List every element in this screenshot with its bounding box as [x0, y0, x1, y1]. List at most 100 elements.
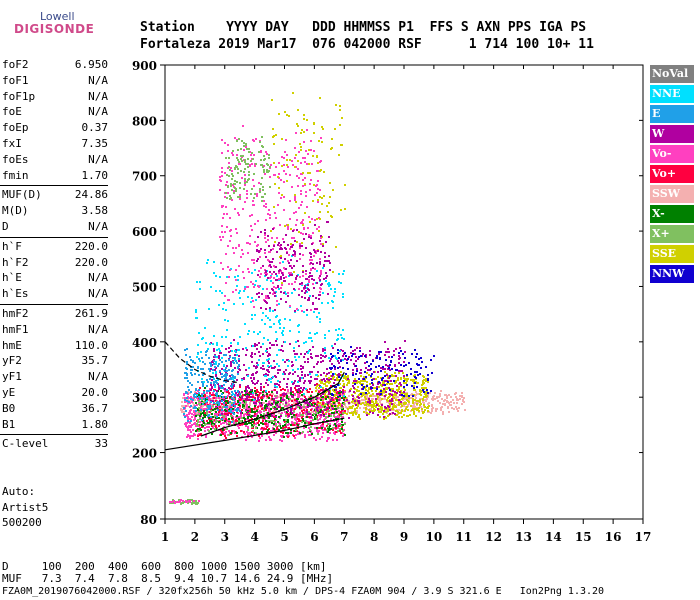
echo-point: [441, 406, 443, 408]
echo-point: [334, 291, 336, 293]
echo-point: [273, 434, 275, 436]
echo-point: [247, 426, 249, 428]
echo-point: [303, 382, 305, 384]
echo-point: [224, 196, 226, 198]
echo-point: [311, 163, 313, 165]
echo-point: [418, 410, 420, 412]
echo-point: [294, 422, 296, 424]
echo-point: [272, 376, 274, 378]
echo-point: [306, 163, 308, 165]
echo-point: [231, 421, 233, 423]
echo-point: [396, 385, 398, 387]
echo-point: [263, 386, 265, 388]
echo-point: [425, 393, 427, 395]
echo-point: [322, 387, 324, 389]
echo-point: [199, 415, 201, 417]
echo-point: [284, 389, 286, 391]
echo-point: [253, 377, 255, 379]
echo-point: [252, 179, 254, 181]
echo-point: [307, 413, 309, 415]
echo-point: [397, 411, 399, 413]
echo-point: [245, 439, 247, 441]
echo-point: [284, 361, 286, 363]
echo-point: [302, 254, 304, 256]
echo-point: [272, 293, 274, 295]
echo-point: [256, 382, 258, 384]
echo-point: [376, 357, 378, 359]
echo-point: [190, 435, 192, 437]
echo-point: [219, 400, 221, 402]
echo-point: [209, 395, 211, 397]
echo-point: [285, 426, 287, 428]
echo-point: [211, 433, 213, 435]
echo-point: [295, 428, 297, 430]
echo-point: [228, 422, 230, 424]
echo-point: [296, 219, 298, 221]
echo-point: [319, 258, 321, 260]
echo-point: [208, 430, 210, 432]
echo-point: [342, 375, 344, 377]
echo-point: [272, 310, 274, 312]
echo-point: [414, 406, 416, 408]
echo-point: [282, 359, 284, 361]
echo-point: [418, 364, 420, 366]
echo-point: [410, 368, 412, 370]
echo-point: [306, 314, 308, 316]
echo-point: [415, 391, 417, 393]
echo-point: [270, 365, 272, 367]
echo-point: [291, 421, 293, 423]
echo-point: [302, 431, 304, 433]
echo-point: [283, 164, 285, 166]
echo-point: [225, 431, 227, 433]
echo-point: [251, 356, 253, 358]
echo-point: [375, 400, 377, 402]
echo-point: [309, 405, 311, 407]
echo-point: [305, 150, 307, 152]
echo-point: [290, 272, 292, 274]
echo-point: [282, 388, 284, 390]
echo-point: [228, 276, 230, 278]
echo-point: [288, 360, 290, 362]
echo-point: [286, 386, 288, 388]
echo-point: [244, 286, 246, 288]
echo-point: [331, 405, 333, 407]
echo-point: [357, 386, 359, 388]
echo-point: [251, 259, 253, 261]
echo-point: [432, 407, 434, 409]
echo-point: [298, 420, 300, 422]
param-row: MUF(D) 24.86: [2, 188, 108, 202]
echo-point: [221, 385, 223, 387]
echo-point: [399, 382, 401, 384]
echo-point: [362, 388, 364, 390]
echo-point: [391, 383, 393, 385]
echo-point: [303, 404, 305, 406]
echo-point: [299, 247, 301, 249]
echo-point: [325, 403, 327, 405]
param-row: yF1 N/A: [2, 370, 108, 384]
echo-point: [308, 350, 310, 352]
echo-point: [347, 411, 349, 413]
param-name: fmin: [2, 168, 29, 182]
echo-point: [311, 218, 313, 220]
echo-point: [401, 398, 403, 400]
echo-point: [226, 276, 228, 278]
echo-point: [287, 402, 289, 404]
echo-point: [369, 354, 371, 356]
echo-point: [398, 372, 400, 374]
echo-point: [379, 401, 381, 403]
param-row: D N/A: [2, 220, 108, 234]
echo-point: [385, 407, 387, 409]
echo-point: [186, 363, 188, 365]
echo-point: [351, 355, 353, 357]
echo-point: [377, 414, 379, 416]
echo-point: [260, 151, 262, 153]
echo-point: [370, 395, 372, 397]
echo-point: [308, 403, 310, 405]
echo-point: [246, 190, 248, 192]
echo-point: [313, 366, 315, 368]
echo-point: [256, 348, 258, 350]
echo-point: [322, 405, 324, 407]
echo-point: [343, 377, 345, 379]
echo-point: [221, 368, 223, 370]
echo-point: [304, 375, 306, 377]
